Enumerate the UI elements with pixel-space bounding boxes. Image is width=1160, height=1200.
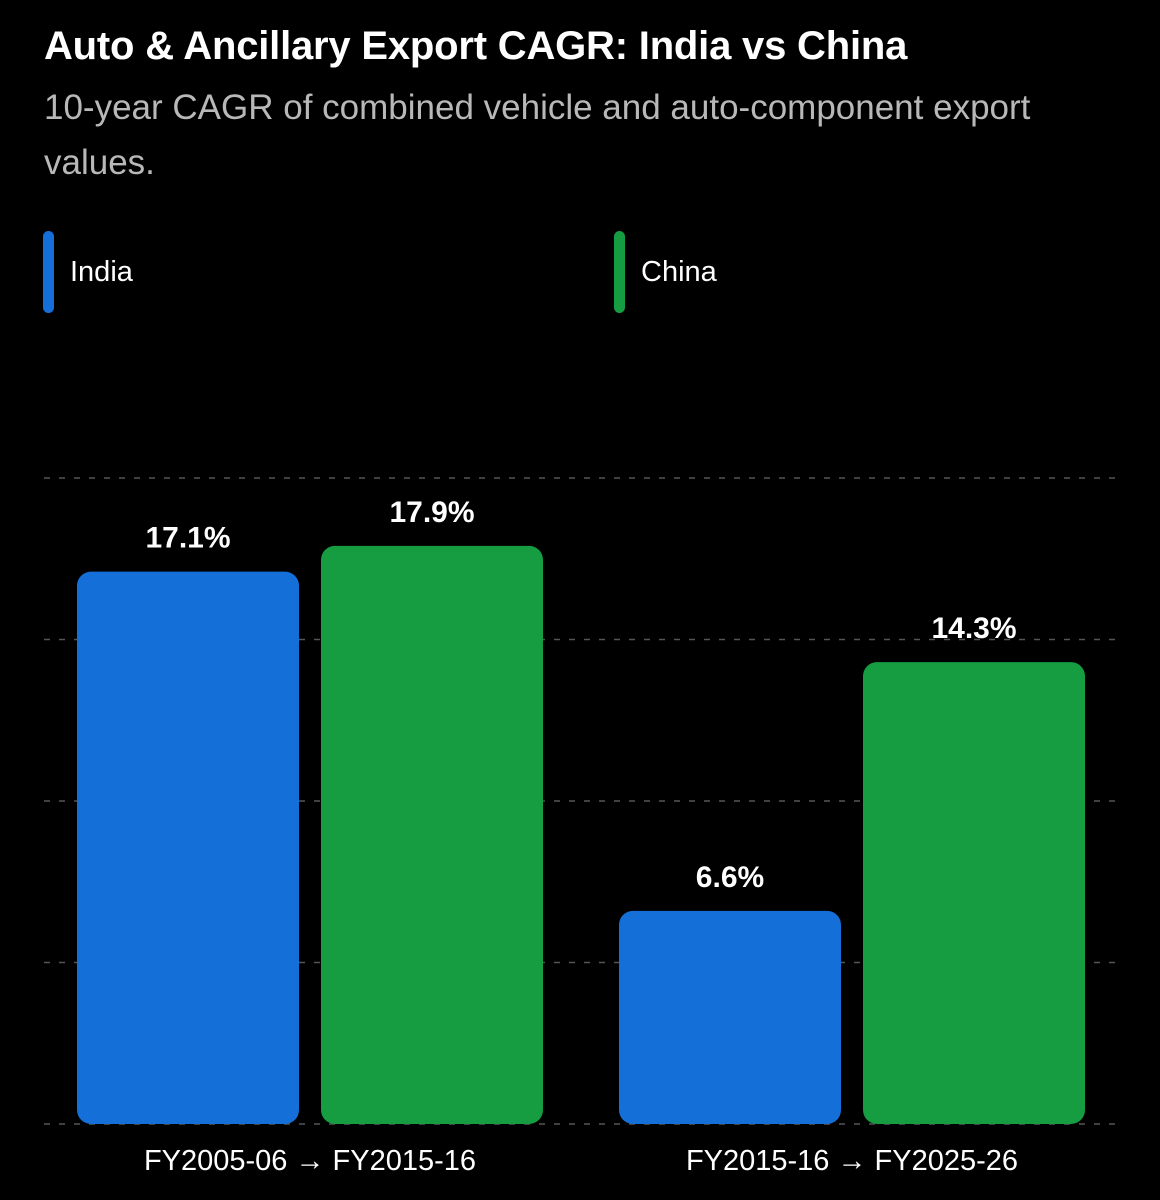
legend-item-india: India	[43, 231, 133, 313]
x-tick-label: FY2005-06 → FY2015-16	[144, 1145, 476, 1177]
chart-subtitle: 10-year CAGR of combined vehicle and aut…	[44, 88, 1031, 182]
x-tick-label: FY2015-16 → FY2025-26	[686, 1145, 1018, 1177]
data-label: 17.9%	[389, 496, 474, 529]
bar-china	[321, 545, 543, 1124]
legend-label-india: India	[70, 255, 133, 288]
data-label: 14.3%	[931, 612, 1016, 645]
chart-title: Auto & Ancillary Export CAGR: India vs C…	[44, 24, 908, 68]
legend-item-china: China	[614, 231, 717, 313]
bar-india	[619, 910, 841, 1124]
legend-swatch-china	[614, 231, 625, 313]
legend-label-china: China	[641, 255, 717, 288]
bar-china	[863, 662, 1085, 1124]
data-label: 6.6%	[696, 861, 764, 894]
legend-swatch-india	[43, 231, 54, 313]
data-label: 17.1%	[145, 522, 230, 555]
bar-india	[77, 571, 299, 1124]
